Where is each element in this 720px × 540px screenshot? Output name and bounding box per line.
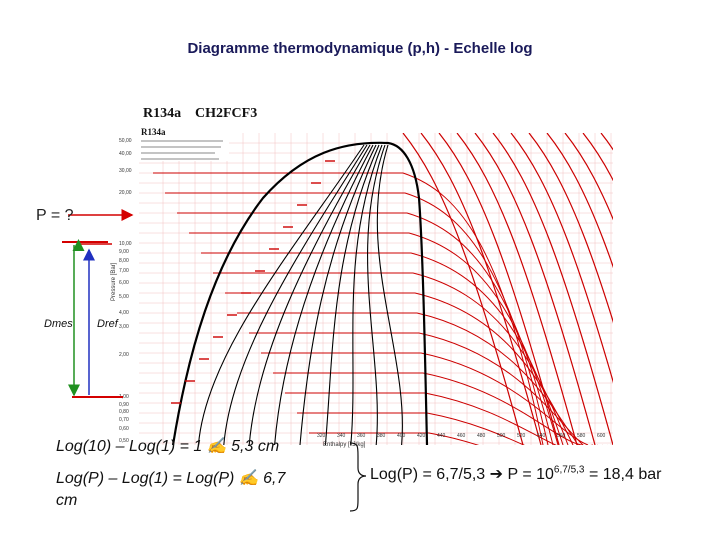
isentrope-line: [438, 133, 560, 445]
equation-measured-length: Log(P) – Log(1) = Log(P) ✍ 6,7: [56, 470, 286, 487]
enthalpy-tick-label: 460: [457, 433, 466, 439]
isentrope-line: [474, 133, 596, 445]
enthalpy-tick-label: 580: [577, 433, 586, 439]
result-equation: Log(P) = 6,7/5,3 ➔ P = 106,7/5,3 = 18,4 …: [370, 464, 661, 484]
pressure-tick-label: 30,00: [119, 168, 132, 174]
isentrope-line: [402, 133, 524, 445]
pressure-tick-label: 0,70: [119, 417, 129, 423]
refrigerant-formula: CH2FCF3: [195, 106, 257, 121]
curly-brace: [349, 442, 367, 512]
pressure-tick-label: 1,00: [119, 394, 129, 400]
isotherm-line: [177, 212, 554, 445]
pressure-tick-label: 10,00: [119, 241, 132, 247]
quality-line: [223, 144, 368, 445]
result-prefix: Log(P) = 6,7/5,3 ➔ P = 10: [370, 466, 554, 483]
isotherm-line: [297, 412, 603, 445]
isotherm-markers: [171, 160, 335, 404]
isentrope-curves: [402, 133, 613, 445]
refrigerant-name: R134a: [143, 106, 181, 121]
enthalpy-tick-label: 320: [317, 433, 326, 439]
pressure-tick-label: 7,00: [119, 268, 129, 274]
pressure-tick-label: 3,00: [119, 324, 129, 330]
isentrope-line: [456, 133, 578, 445]
enthalpy-tick-label: 480: [477, 433, 486, 439]
enthalpy-tick-label: 420: [417, 433, 426, 439]
pressure-tick-label: 5,00: [119, 294, 129, 300]
quality-line: [350, 144, 383, 445]
pressure-ticks: 50,00 40,00 30,00 20,00 10,00 9,00 8,00 7,00 6,0…: [119, 138, 132, 444]
pressure-question-label: P = ?: [36, 207, 74, 224]
equation-reference-length: Log(10) – Log(1) = 1 ✍ 5,3 cm: [56, 438, 280, 455]
quality-line: [376, 144, 403, 445]
quality-line: [367, 144, 386, 445]
page-title: Diagramme thermodynamique (p,h) - Echell…: [187, 40, 533, 57]
ph-diagram: 50,00 40,00 30,00 20,00 10,00 9,00 8,00 7,00 6,0…: [103, 103, 613, 448]
enthalpy-tick-label: 560: [557, 433, 566, 439]
quality-line: [197, 144, 365, 445]
info-box-title: R134a: [141, 127, 166, 137]
isotherm-line: [309, 432, 608, 445]
result-exponent: 6,7/5,3: [553, 464, 585, 476]
pressure-tick-label: 40,00: [119, 151, 132, 157]
equation-measured-unit: cm: [56, 492, 78, 509]
ph-diagram-svg: 50,00 40,00 30,00 20,00 10,00 9,00 8,00 7,00 6,0…: [111, 106, 613, 448]
enthalpy-ticks: 320 340 360 380 400 420 440 460 480 500 520 540 560 5…: [317, 433, 606, 439]
isotherm-line: [285, 392, 598, 445]
pressure-tick-label: 50,00: [119, 138, 132, 144]
isotherm-line: [165, 192, 549, 445]
info-box: [139, 125, 229, 161]
enthalpy-tick-label: 340: [337, 433, 346, 439]
pressure-tick-label: 2,00: [119, 352, 129, 358]
enthalpy-tick-label: 400: [397, 433, 406, 439]
isentrope-line: [564, 133, 613, 221]
pressure-tick-label: 4,00: [119, 310, 129, 316]
dref-label: Dref: [97, 318, 118, 330]
isentrope-line: [582, 133, 613, 182]
isentrope-line: [546, 133, 613, 269]
pressure-tick-label: 9,00: [119, 249, 129, 255]
enthalpy-tick-label: 540: [537, 433, 546, 439]
quality-line: [274, 144, 374, 445]
result-suffix: = 18,4 bar: [584, 466, 662, 483]
enthalpy-tick-label: 360: [357, 433, 366, 439]
enthalpy-tick-label: 500: [497, 433, 506, 439]
dmes-label: Dmes: [44, 318, 73, 330]
quality-line: [248, 144, 371, 445]
enthalpy-tick-label: 440: [437, 433, 446, 439]
isotherm-line: [153, 172, 544, 445]
quality-line: [299, 144, 377, 445]
pressure-tick-label: 8,00: [119, 258, 129, 264]
isotherm-line: [237, 312, 579, 445]
isotherm-line: [249, 332, 584, 445]
isentrope-line: [510, 133, 613, 384]
quality-line: [324, 144, 380, 445]
pressure-tick-label: 0,90: [119, 402, 129, 408]
saturation-dome: [171, 141, 429, 446]
pressure-tick-label: 0,80: [119, 409, 129, 415]
isentrope-line: [492, 133, 613, 445]
pressure-tick-label: 0,50: [119, 438, 129, 444]
enthalpy-tick-label: 520: [517, 433, 526, 439]
x-axis-label: Enthalpy [kJ/kg]: [323, 442, 366, 448]
y-axis-label: Pressure [Bar]: [111, 262, 117, 301]
enthalpy-tick-label: 380: [377, 433, 386, 439]
enthalpy-tick-label: 600: [597, 433, 606, 439]
pressure-tick-label: 6,00: [119, 280, 129, 286]
pressure-tick-label: 0,60: [119, 426, 129, 432]
isentrope-line: [528, 133, 613, 323]
pressure-tick-label: 20,00: [119, 190, 132, 196]
vapor-quality-curves: [197, 144, 403, 445]
isotherm-line: [189, 232, 559, 445]
